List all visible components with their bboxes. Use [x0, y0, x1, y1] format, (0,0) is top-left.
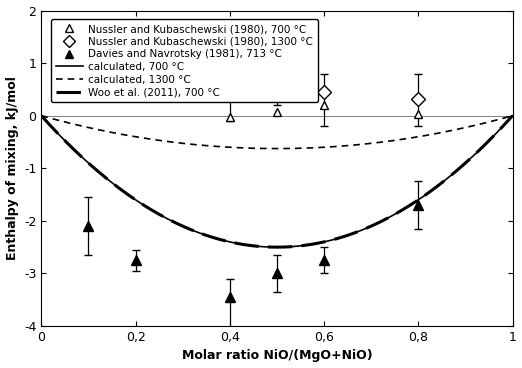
Line: calculated, 700 °C: calculated, 700 °C [41, 116, 513, 247]
calculated, 700 °C [265, 245, 271, 249]
Woo et al. (2011), 700 °C [265, 245, 271, 249]
calculated, 700 °C [294, 244, 300, 248]
calculated, 1300 °C [509, 113, 516, 118]
calculated, 1300 °C [319, 145, 326, 149]
Line: calculated, 1300 °C: calculated, 1300 °C [41, 116, 513, 149]
calculated, 1300 °C [262, 146, 268, 151]
Woo et al. (2011), 700 °C [38, 113, 44, 118]
Woo et al. (2011), 700 °C [294, 244, 300, 248]
Woo et al. (2011), 700 °C [319, 240, 326, 244]
calculated, 1300 °C [425, 133, 432, 137]
calculated, 1300 °C [265, 146, 271, 151]
calculated, 1300 °C [38, 113, 44, 118]
Woo et al. (2011), 700 °C [509, 113, 516, 118]
Woo et al. (2011), 700 °C [425, 191, 432, 195]
calculated, 1300 °C [499, 116, 505, 121]
calculated, 700 °C [425, 191, 432, 195]
calculated, 700 °C [262, 245, 268, 249]
Y-axis label: Enthalpy of mixing, kJ/mol: Enthalpy of mixing, kJ/mol [6, 76, 19, 260]
Line: Woo et al. (2011), 700 °C: Woo et al. (2011), 700 °C [41, 116, 513, 247]
calculated, 700 °C [509, 113, 516, 118]
Woo et al. (2011), 700 °C [262, 245, 268, 249]
Woo et al. (2011), 700 °C [274, 245, 280, 250]
Woo et al. (2011), 700 °C [499, 125, 505, 129]
calculated, 700 °C [499, 125, 505, 129]
calculated, 700 °C [319, 240, 326, 244]
X-axis label: Molar ratio NiO/(MgO+NiO): Molar ratio NiO/(MgO+NiO) [182, 350, 372, 362]
Legend: Nussler and Kubaschewski (1980), 700 °C, Nussler and Kubaschewski (1980), 1300 °: Nussler and Kubaschewski (1980), 700 °C,… [51, 19, 318, 102]
calculated, 700 °C [274, 245, 280, 250]
calculated, 1300 °C [274, 146, 280, 151]
calculated, 1300 °C [294, 146, 300, 151]
calculated, 700 °C [38, 113, 44, 118]
